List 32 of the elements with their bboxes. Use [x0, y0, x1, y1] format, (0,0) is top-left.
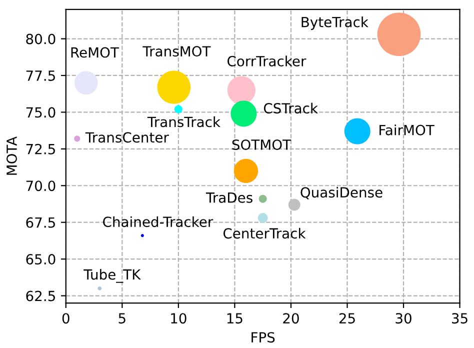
y-tick-label: 65.0	[26, 254, 56, 265]
x-tick-label: 25	[339, 313, 355, 324]
y-tick-label: 75.0	[26, 107, 56, 118]
series-label: TransMOT	[142, 46, 211, 57]
x-tick-label: 10	[171, 313, 186, 324]
y-axis-title: MOTA	[6, 136, 17, 175]
y-tick-label: 80.0	[26, 34, 56, 44]
series-label: TransCenter	[85, 132, 169, 143]
x-tick-label: 0	[62, 313, 70, 324]
x-tick-label: 15	[227, 313, 242, 324]
series-label: ReMOT	[71, 47, 119, 58]
series-label: CSTrack	[264, 102, 318, 114]
series-label: Chained-Tracker	[103, 216, 214, 228]
y-tick-label: 70.0	[26, 180, 56, 192]
series-label: TraDes	[206, 192, 252, 203]
series-label: SOTMOT	[232, 139, 292, 150]
series-label: ByteTrack	[302, 16, 368, 30]
x-tick-label: 30	[396, 313, 412, 324]
series-label: CorrTracker	[228, 56, 306, 66]
series-label: FairMOT	[380, 124, 434, 136]
series-label: QuasiDense	[300, 186, 382, 200]
y-tick-label: 67.5	[26, 217, 55, 228]
x-tick-label: 20	[283, 313, 299, 324]
y-tick-label: 72.5	[26, 144, 55, 154]
series-label: CenterTrack	[223, 228, 306, 239]
x-axis-title: FPS	[252, 332, 275, 343]
y-tick-label: 62.5	[26, 290, 55, 302]
series-label: TransTrack	[147, 116, 220, 128]
series-label: Tube_TK	[84, 269, 141, 283]
y-tick-label: 77.5	[26, 70, 55, 81]
x-tick-label: 35	[452, 313, 468, 324]
x-tick-label: 5	[118, 313, 126, 324]
